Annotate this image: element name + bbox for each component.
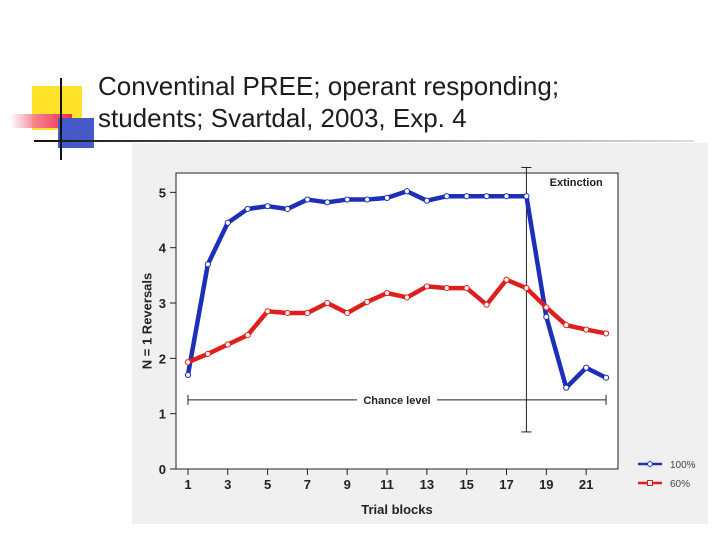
- data-point: [344, 309, 351, 317]
- legend-swatch-marker: [647, 480, 653, 486]
- y-tick-label: 5: [159, 185, 166, 200]
- x-tick-label: 1: [184, 477, 191, 492]
- x-axis-title: Trial blocks: [361, 502, 433, 517]
- chart-axis-titles: Trial blocks N = 1 Reversals: [139, 273, 432, 517]
- data-point: [244, 205, 251, 213]
- series-line-1: [187, 277, 607, 365]
- slide-title-line-2: students; Svartdal, 2003, Exp. 4: [98, 103, 467, 133]
- data-point: [304, 309, 311, 317]
- x-tick-label: 5: [264, 477, 271, 492]
- y-tick-label: 4: [159, 241, 167, 256]
- data-point: [563, 384, 570, 391]
- decor-blue-square: [58, 118, 94, 148]
- y-tick-label: 2: [159, 351, 166, 366]
- data-point: [184, 371, 192, 379]
- x-tick-label: 15: [459, 477, 473, 492]
- data-point: [244, 332, 251, 339]
- data-point: [543, 304, 550, 311]
- slide-title: Conventinal PREE; operant responding; st…: [98, 70, 658, 134]
- chart-series: [184, 188, 610, 391]
- slide-title-line-1: Conventinal PREE; operant responding;: [98, 71, 560, 101]
- data-point: [602, 374, 610, 381]
- x-tick-label: 17: [499, 477, 513, 492]
- series-line-0: [185, 189, 608, 390]
- data-point: [324, 299, 331, 307]
- data-point: [204, 350, 211, 358]
- y-tick-label: 0: [159, 462, 166, 477]
- data-point: [583, 326, 590, 333]
- data-point: [483, 193, 490, 200]
- decor-red-bar: [10, 114, 72, 128]
- data-point: [224, 341, 231, 348]
- data-point: [602, 330, 610, 337]
- data-point: [383, 194, 391, 201]
- data-point: [423, 283, 430, 290]
- data-point: [284, 309, 291, 317]
- data-point: [403, 188, 411, 195]
- chance-level-label: Chance level: [363, 395, 430, 407]
- data-point: [264, 203, 271, 210]
- data-point: [563, 322, 570, 329]
- data-point: [463, 284, 470, 292]
- x-tick-label: 9: [344, 477, 351, 492]
- legend-label-60: 60%: [670, 479, 690, 490]
- data-point: [443, 193, 450, 200]
- y-tick-label: 3: [159, 296, 166, 311]
- data-point: [324, 199, 331, 206]
- legend-label-100: 100%: [670, 460, 696, 471]
- chart-legend: 100% 60%: [638, 460, 696, 490]
- data-point: [583, 364, 590, 371]
- chart-panel: 0 1 2 3 4 5 1 3 5 7 9 11 13 15 17 19 21 Chance level Ext…: [132, 143, 708, 524]
- y-tick-label: 1: [159, 407, 166, 422]
- decor-horizontal-rule: [34, 140, 694, 142]
- data-point: [523, 284, 530, 292]
- data-point: [204, 261, 211, 268]
- data-point: [543, 313, 550, 320]
- legend-swatch-marker: [647, 461, 653, 467]
- data-point: [383, 289, 391, 297]
- plot-area: [175, 172, 619, 470]
- data-point: [423, 197, 430, 204]
- extinction-label: Extinction: [550, 177, 603, 189]
- x-tick-label: 21: [579, 477, 593, 492]
- y-axis-title: N = 1 Reversals: [139, 273, 154, 369]
- decor-vertical-line: [60, 78, 62, 160]
- data-point: [483, 301, 490, 308]
- x-tick-label: 19: [539, 477, 553, 492]
- data-point: [364, 196, 371, 203]
- data-point: [264, 308, 271, 315]
- data-point: [344, 196, 351, 203]
- data-point: [503, 276, 510, 283]
- data-point: [304, 196, 311, 203]
- data-point: [443, 284, 450, 292]
- data-point: [224, 219, 231, 226]
- x-tick-label: 13: [420, 477, 434, 492]
- data-point: [184, 359, 192, 366]
- data-point: [503, 193, 510, 200]
- data-point: [284, 205, 291, 213]
- x-tick-label: 11: [380, 477, 394, 492]
- x-tick-label: 3: [224, 477, 231, 492]
- data-point: [403, 294, 411, 301]
- chart-annotations: Chance level Extinction: [187, 166, 607, 433]
- data-point: [463, 193, 470, 200]
- x-tick-label: 7: [304, 477, 311, 492]
- data-point: [364, 298, 371, 306]
- data-point: [523, 193, 530, 200]
